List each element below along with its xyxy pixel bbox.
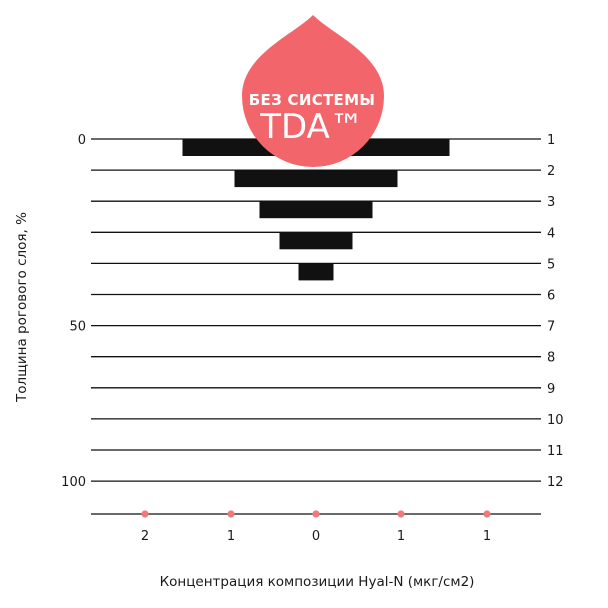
x-tick-label: 2 [141,529,149,544]
x-tick-label: 0 [312,529,320,544]
bar [234,170,398,188]
left-tick-labels: 0 50 100 [61,133,86,490]
badge-line2: TDA™ [259,107,364,147]
badge: БЕЗ СИСТЕМЫ TDA™ [242,15,384,167]
right-tick-label: 8 [547,351,555,366]
x-axis-label: Концентрация композиции Hyal-N (мкг/см2) [160,574,475,590]
bar [259,201,373,219]
right-tick-label: 3 [547,195,555,210]
x-tick-label: 1 [483,529,491,544]
right-tick-label: 11 [547,444,564,459]
badge-drop-shape [242,15,384,167]
right-tick-label: 2 [547,164,555,179]
x-tick-dot [483,510,491,518]
x-tick-dot [141,510,149,518]
x-tick-dot [227,510,235,518]
right-tick-label: 4 [547,226,555,241]
right-tick-label: 5 [547,257,555,272]
right-tick-label: 1 [547,133,555,148]
right-tick-label: 9 [547,382,555,397]
right-tick-label: 12 [547,475,564,490]
x-tick-label: 1 [227,529,235,544]
bar [279,232,353,250]
right-tick-label: 6 [547,289,555,304]
left-tick-label: 50 [69,320,86,335]
x-tick-dot [312,510,320,518]
bars [182,139,450,281]
y-axis-label: Толщина рогового слоя, % [14,212,30,403]
x-axis: 2 1 0 1 1 [91,510,541,544]
left-tick-label: 100 [61,475,86,490]
left-tick-label: 0 [78,133,86,148]
x-tick-label: 1 [397,529,405,544]
right-tick-label: 7 [547,320,555,335]
x-tick-dot [397,510,405,518]
badge-line1: БЕЗ СИСТЕМЫ [249,91,375,109]
grid-lines [91,138,541,482]
right-tick-label: 10 [547,413,564,428]
bar [298,263,334,281]
